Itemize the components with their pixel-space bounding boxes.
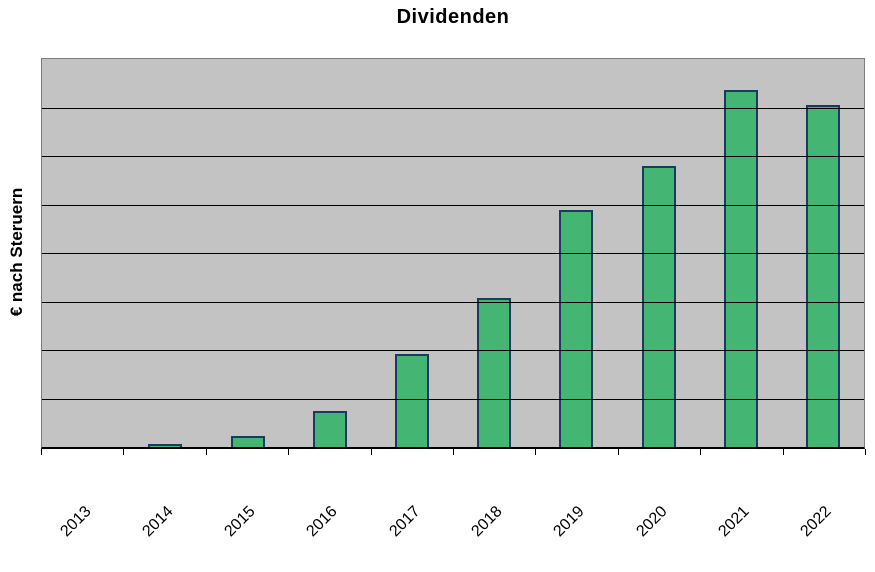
gridline — [42, 156, 864, 157]
gridline — [42, 398, 864, 400]
gridline — [42, 204, 864, 206]
x-axis-tick — [453, 449, 454, 455]
x-axis-tick — [617, 449, 619, 455]
x-axis-ticks — [41, 449, 866, 456]
plot-area — [41, 58, 865, 449]
x-tick-label-2016: 2016 — [303, 503, 342, 541]
x-tick-label-2014: 2014 — [139, 503, 177, 541]
x-axis-tick — [205, 449, 207, 455]
gridline — [42, 253, 864, 254]
x-tick-label-2018: 2018 — [468, 503, 506, 541]
bar-2017 — [394, 353, 429, 447]
bar-2018 — [477, 298, 512, 447]
x-axis-tick — [370, 449, 372, 455]
x-tick-label-2021: 2021 — [715, 503, 753, 541]
x-tick-label-2020: 2020 — [633, 503, 671, 541]
bar-2014 — [148, 443, 183, 447]
x-axis-tick — [700, 449, 702, 455]
bar-2015 — [230, 435, 265, 447]
x-axis-tick — [41, 449, 42, 455]
x-tick-label-2017: 2017 — [386, 503, 424, 541]
x-tick-label-2013: 2013 — [56, 503, 95, 541]
x-axis-tick — [535, 449, 537, 455]
x-tick-label-2022: 2022 — [797, 503, 835, 541]
bar-2016 — [312, 411, 347, 447]
bar-2021 — [723, 90, 758, 447]
bar-2020 — [641, 166, 676, 447]
x-axis-tick — [782, 449, 784, 455]
x-axis-tick — [288, 449, 290, 455]
chart-title: Dividenden — [396, 6, 510, 28]
gridline — [42, 107, 864, 109]
gridline — [42, 301, 864, 303]
x-tick-label-2019: 2019 — [550, 503, 588, 541]
bar-2019 — [559, 209, 594, 447]
x-axis-tick — [123, 449, 125, 455]
x-tick-label-2015: 2015 — [221, 503, 259, 541]
bar-2022 — [805, 105, 840, 447]
x-axis-tick — [865, 449, 866, 455]
gridline — [42, 350, 864, 351]
y-axis-label: € nach Steruern — [7, 187, 26, 317]
